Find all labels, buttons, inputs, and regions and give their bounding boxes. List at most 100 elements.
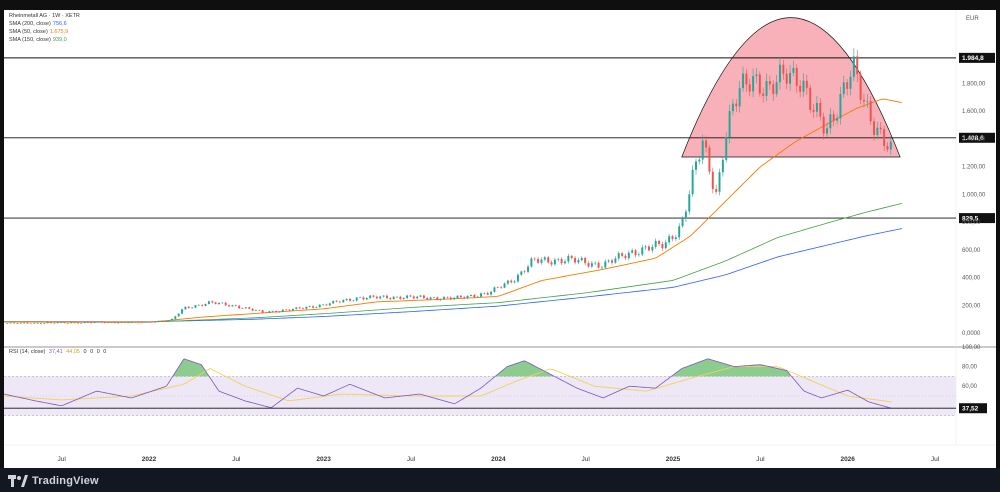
candle-body: [728, 111, 731, 138]
candle-body: [570, 255, 573, 258]
candle-body: [164, 320, 167, 322]
candle-body: [856, 56, 859, 75]
candle-body: [231, 305, 234, 307]
sma150-legend-name: SMA (150, close): [9, 37, 51, 43]
price-axis-tick-label: 1.600,00: [962, 109, 986, 115]
candle-body: [9, 322, 12, 324]
candle-body: [234, 305, 237, 306]
candle-body: [634, 250, 637, 255]
level-price-label: 1.984,8: [962, 55, 984, 62]
candle-body: [184, 306, 187, 310]
candle-body: [107, 322, 110, 323]
tradingview-brand[interactable]: TradingView: [8, 474, 99, 488]
candle-body: [389, 298, 392, 300]
candle-body: [127, 322, 130, 323]
candle-body: [752, 76, 755, 92]
level-price-label: 1.408,6: [962, 135, 984, 142]
rounded-top-pattern: [681, 17, 901, 158]
candle-body: [832, 114, 835, 121]
candle-body: [110, 322, 113, 323]
candle-body: [412, 296, 415, 299]
candle-body: [476, 296, 479, 298]
candle-body: [422, 295, 425, 298]
candle-body: [221, 302, 224, 304]
candle-body: [607, 260, 610, 262]
candle-body: [328, 303, 331, 306]
candle-body: [365, 298, 368, 300]
candle-body: [419, 295, 422, 297]
candle-body: [748, 84, 751, 92]
candle-body: [194, 305, 197, 308]
candle-body: [154, 321, 157, 323]
candle-body: [567, 255, 570, 262]
candle-body: [120, 322, 123, 323]
chart-canvas[interactable]: 1.984,8 1.408,6 829,5 0,0000 200,00 400,00 600…: [4, 10, 996, 468]
candle-body: [627, 252, 630, 259]
candle-body: [436, 297, 439, 300]
candle-body: [372, 295, 375, 297]
candle-body: [564, 261, 566, 264]
candle-body: [46, 322, 49, 324]
candle-body: [76, 322, 79, 324]
candle-body: [123, 322, 126, 323]
candle-body: [117, 322, 120, 324]
candle-body: [453, 297, 456, 300]
chart-area[interactable]: 1.984,8 1.408,6 829,5 0,0000 200,00 400,00 600…: [4, 10, 996, 468]
candle-body: [325, 304, 328, 306]
candle-body: [298, 307, 301, 309]
candle-body: [295, 307, 298, 309]
candle-body: [711, 171, 714, 190]
candle-body: [826, 128, 828, 134]
candle-body: [238, 305, 241, 309]
candle-body: [204, 303, 207, 306]
candle-body: [647, 246, 650, 251]
candle-body: [577, 260, 580, 263]
candle-body: [29, 323, 32, 325]
candle-body: [819, 102, 822, 117]
candle-body: [439, 299, 442, 301]
rsi-legend: RSI (14, close) 37,41 44,05 0 0 0 0: [9, 349, 106, 355]
candle-body: [792, 67, 795, 73]
candle-body: [604, 261, 607, 268]
candle-body: [191, 307, 194, 309]
candle-body: [725, 137, 728, 160]
rsi-overbought-fill: [173, 358, 209, 377]
candle-body: [651, 246, 654, 251]
candle-body: [644, 246, 647, 248]
candle-body: [211, 301, 214, 303]
candle-body: [258, 310, 261, 311]
candle-body: [590, 263, 593, 267]
candle-body: [681, 218, 684, 227]
candle-body: [473, 295, 476, 298]
rsi-ma-legend-value: 44,05: [66, 349, 80, 355]
level-price-tag: [959, 132, 995, 143]
candle-body: [533, 258, 536, 260]
candle-body: [406, 295, 409, 299]
candle-body: [866, 101, 869, 102]
candle-body: [70, 322, 73, 324]
candle-body: [335, 300, 338, 302]
candle-body: [550, 262, 553, 265]
candle-body: [493, 287, 496, 292]
rsi-legend-extra-1: 0: [83, 349, 87, 355]
candle-body: [167, 320, 170, 322]
candle-body: [285, 309, 288, 311]
candle-body: [396, 296, 399, 298]
candle-body: [876, 127, 879, 136]
candle-body: [705, 140, 708, 148]
brand-name: TradingView: [32, 475, 99, 487]
candle-body: [802, 80, 805, 92]
price-axis-tick-label: 400,00: [962, 276, 981, 282]
candle-body: [134, 321, 136, 323]
candle-body: [658, 240, 661, 245]
candle-body: [597, 262, 600, 268]
candle-body: [83, 322, 86, 324]
level-price-tag: [959, 52, 995, 63]
time-axis-tick-label: 2024: [491, 456, 506, 463]
candle-body: [553, 259, 556, 265]
candle-body: [265, 312, 267, 314]
candle-body: [580, 257, 583, 261]
candle-body: [416, 296, 419, 299]
candle-body: [829, 114, 832, 129]
candle-body: [688, 194, 691, 212]
